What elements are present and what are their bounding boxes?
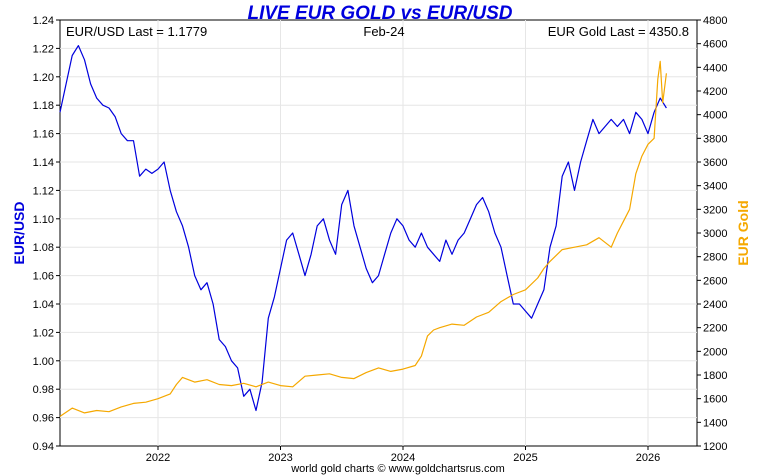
right-axis-ticks: 1200 1400 1600 1800 2000 2200 2400 2600 2800 3000… <box>697 15 727 453</box>
x-tick-label: 2022 <box>146 452 170 464</box>
eurgold-last-label: EUR Gold Last = 4350.8 <box>548 24 689 39</box>
left-tick-label: 1.02 <box>33 327 54 339</box>
left-tick-label: 1.00 <box>33 356 54 368</box>
right-tick-label: 3800 <box>703 133 727 145</box>
left-tick-label: 1.04 <box>33 299 54 311</box>
left-tick-label: 1.14 <box>33 157 54 169</box>
plot-area <box>59 19 698 447</box>
eur-gold-series-line <box>59 60 667 417</box>
right-tick-label: 2000 <box>703 346 727 358</box>
left-tick-label: 1.06 <box>33 271 54 283</box>
eurusd-last-label: EUR/USD Last = 1.1779 <box>66 24 207 39</box>
left-tick-label: 0.98 <box>33 384 54 396</box>
series-layer <box>59 44 667 417</box>
right-tick-label: 3400 <box>703 181 727 193</box>
right-tick-label: 1800 <box>703 370 727 382</box>
x-tick-label: 2026 <box>636 452 660 464</box>
left-tick-label: 1.08 <box>33 242 54 254</box>
right-tick-label: 1600 <box>703 394 727 406</box>
right-tick-label: 2800 <box>703 252 727 264</box>
right-axis-label: EUR Gold <box>735 200 751 265</box>
x-tick-label: 2025 <box>513 452 537 464</box>
right-tick-label: 2400 <box>703 299 727 311</box>
right-tick-label: 3600 <box>703 157 727 169</box>
right-tick-label: 3000 <box>703 228 727 240</box>
right-tick-label: 4600 <box>703 39 727 51</box>
eurusd-series-line <box>59 44 667 412</box>
left-tick-label: 1.12 <box>33 185 54 197</box>
right-tick-label: 4800 <box>703 15 727 27</box>
left-tick-label: 1.20 <box>33 72 54 84</box>
right-tick-label: 1400 <box>703 417 727 429</box>
period-label: Feb-24 <box>363 24 404 39</box>
left-tick-label: 1.24 <box>33 15 54 27</box>
right-tick-label: 2200 <box>703 323 727 335</box>
chart-title: LIVE EUR GOLD vs EUR/USD <box>248 3 513 24</box>
left-axis-ticks: 0.94 0.96 0.98 1.00 1.02 1.04 1.06 1.08 1.10 1.12… <box>33 15 60 453</box>
right-tick-label: 4400 <box>703 62 727 74</box>
x-tick-label: 2023 <box>268 452 292 464</box>
right-tick-label: 1200 <box>703 441 727 453</box>
right-tick-label: 4200 <box>703 86 727 98</box>
left-tick-label: 1.16 <box>33 129 54 141</box>
left-tick-label: 1.18 <box>33 100 54 112</box>
right-tick-label: 3200 <box>703 204 727 216</box>
x-axis-ticks: 2022 2023 2024 2025 2026 <box>146 446 660 464</box>
x-tick-label: 2024 <box>391 452 415 464</box>
left-tick-label: 1.22 <box>33 43 54 55</box>
left-tick-label: 1.10 <box>33 214 54 226</box>
right-tick-label: 4000 <box>703 110 727 122</box>
right-tick-label: 2600 <box>703 275 727 287</box>
left-tick-label: 0.94 <box>33 441 54 453</box>
left-tick-label: 0.96 <box>33 413 54 425</box>
footer-credit: world gold charts © www.goldchartsrus.co… <box>290 463 505 475</box>
left-axis-label: EUR/USD <box>11 201 27 264</box>
